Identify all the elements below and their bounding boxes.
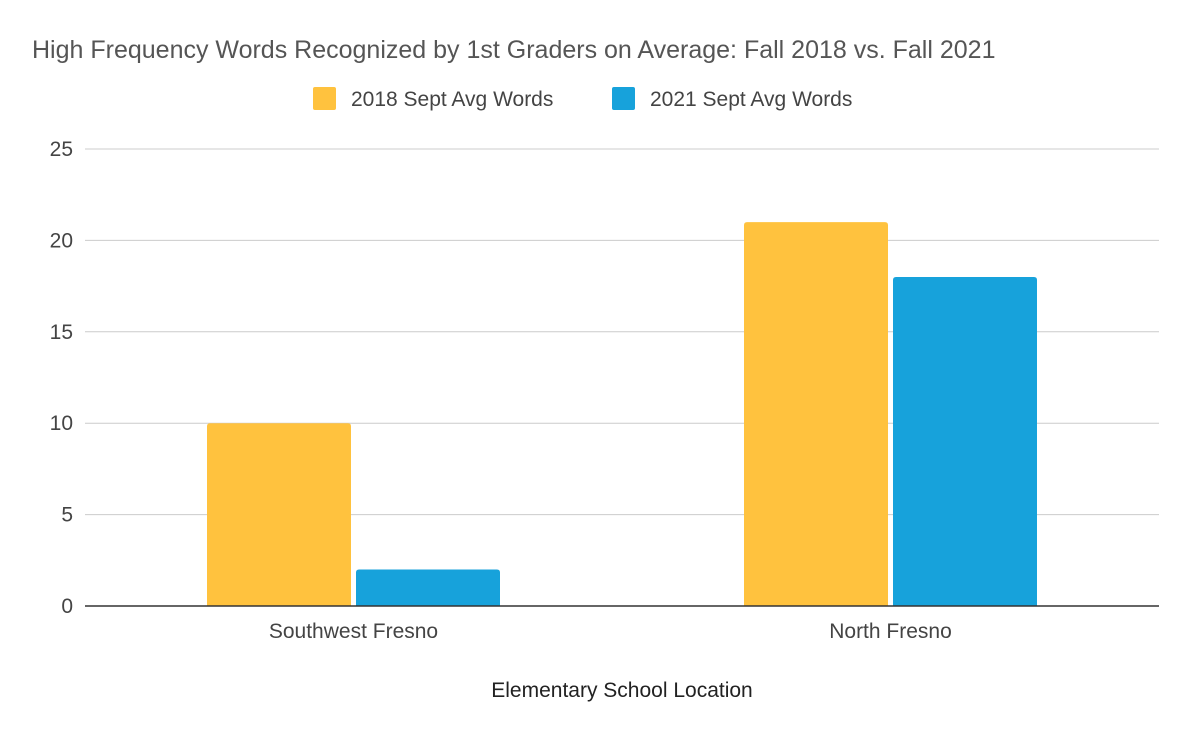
bars [207,222,1037,606]
x-tick-label-north-fresno: North Fresno [829,620,952,643]
x-axis-title: Elementary School Location [491,679,753,702]
bar-north-fresno-series-1 [744,222,888,606]
legend-label-2021: 2021 Sept Avg Words [650,88,852,111]
legend-label-2018: 2018 Sept Avg Words [351,88,553,111]
y-axis-ticks: 0 5 10 15 20 25 [50,138,73,618]
x-tick-label-southwest-fresno: Southwest Fresno [269,620,438,643]
y-tick-label-0: 0 [61,595,73,618]
y-tick-label-20: 20 [50,229,73,252]
chart-title: High Frequency Words Recognized by 1st G… [32,36,995,64]
y-tick-label-25: 25 [50,138,73,161]
legend-swatch-2021 [612,87,635,110]
y-tick-label-10: 10 [50,412,73,435]
bar-southwest-fresno-series-2 [356,569,500,606]
legend: 2018 Sept Avg Words 2021 Sept Avg Words [313,87,852,111]
bar-southwest-fresno-series-1 [207,423,351,606]
legend-item-2021: 2021 Sept Avg Words [612,87,852,111]
x-axis-ticks: Southwest Fresno North Fresno [269,620,952,643]
y-tick-label-5: 5 [61,504,73,527]
legend-item-2018: 2018 Sept Avg Words [313,87,553,111]
legend-swatch-2018 [313,87,336,110]
bar-north-fresno-series-2 [893,276,1037,606]
y-tick-label-15: 15 [50,321,73,344]
